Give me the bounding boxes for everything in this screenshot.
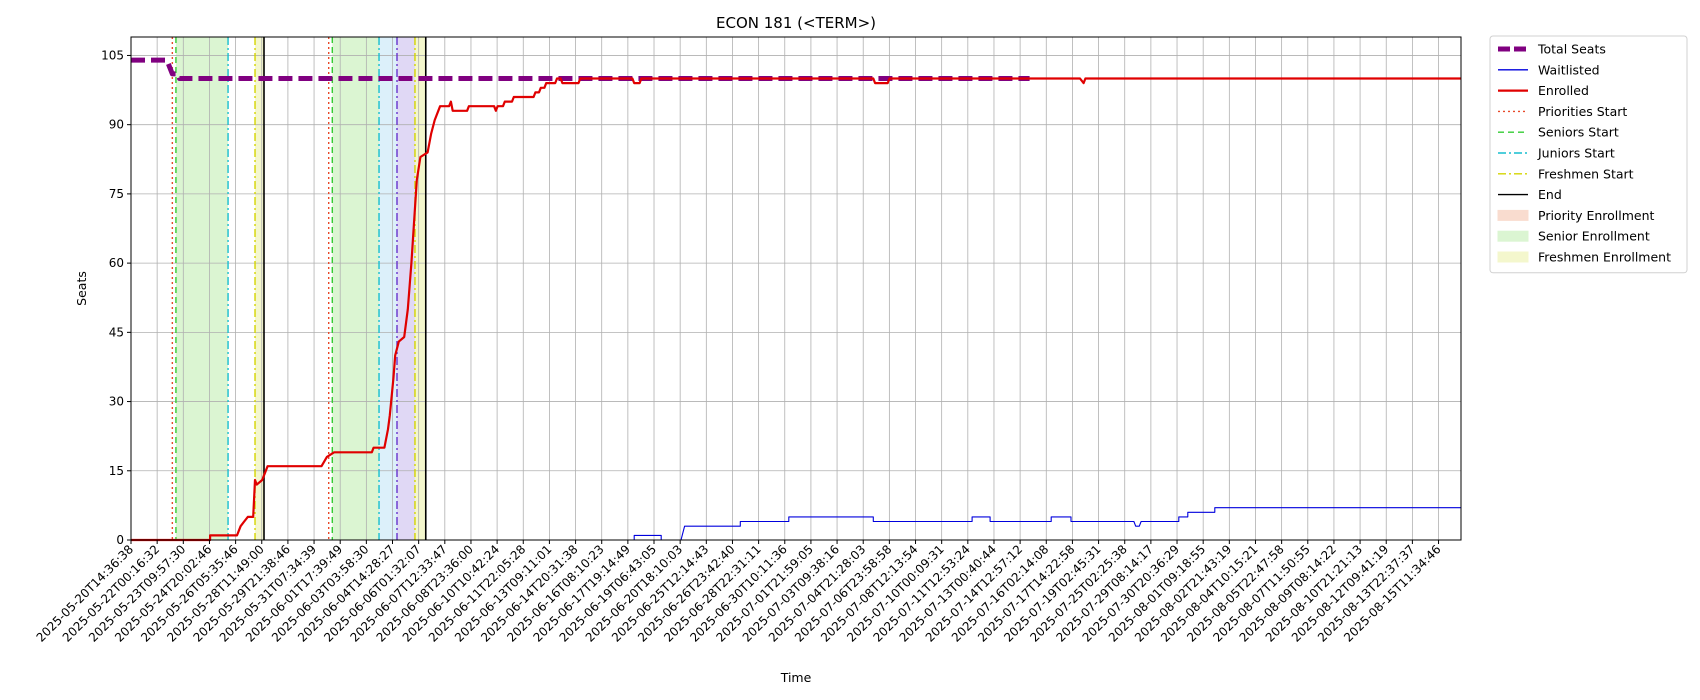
y-tick-label: 45 bbox=[109, 325, 124, 339]
legend-box bbox=[1489, 35, 1688, 274]
y-tick-label: 90 bbox=[109, 118, 124, 132]
y-tick-label: 0 bbox=[116, 533, 124, 547]
series-waitlisted bbox=[131, 507, 1461, 541]
legend-label: End bbox=[1538, 187, 1562, 202]
enrollment-span bbox=[397, 37, 415, 540]
legend-label: Seniors Start bbox=[1538, 125, 1619, 140]
enrollment-span bbox=[175, 37, 229, 540]
legend-label: Juniors Start bbox=[1537, 146, 1615, 161]
y-tick-label: 60 bbox=[109, 256, 124, 270]
x-axis-label: Time bbox=[780, 670, 812, 685]
legend-label: Waitlisted bbox=[1538, 62, 1600, 77]
chart-title: ECON 181 (<TERM>) bbox=[716, 14, 876, 32]
plot-frame bbox=[130, 36, 1462, 541]
legend-label: Total Seats bbox=[1537, 42, 1606, 57]
series-enrolled bbox=[131, 77, 1461, 542]
legend-label: Priorities Start bbox=[1538, 104, 1627, 119]
legend: Total Seats Waitlisted Enrolled Priorities … bbox=[1489, 35, 1688, 274]
enrollment-span bbox=[332, 37, 380, 540]
legend-label: Priority Enrollment bbox=[1538, 208, 1655, 223]
series-total-seats bbox=[131, 57, 1030, 81]
legend-label: Freshmen Start bbox=[1538, 166, 1634, 181]
legend-label: Senior Enrollment bbox=[1538, 229, 1650, 244]
y-axis-label: Seats bbox=[74, 271, 89, 306]
y-tick-label: 15 bbox=[109, 464, 124, 478]
y-tick-label: 30 bbox=[109, 395, 124, 409]
legend-swatch bbox=[1497, 230, 1529, 242]
enrollment-span bbox=[414, 37, 426, 540]
y-tick-label: 105 bbox=[101, 48, 124, 62]
legend-swatch bbox=[1497, 209, 1529, 221]
enrollment-span bbox=[379, 37, 397, 540]
legend-label: Freshmen Enrollment bbox=[1538, 250, 1671, 265]
legend-swatch bbox=[1497, 251, 1529, 263]
y-tick-label: 75 bbox=[109, 187, 124, 201]
legend-label: Enrolled bbox=[1538, 83, 1589, 98]
plot-area: 01530456075901052025-05-20T14:36:382025-… bbox=[34, 36, 1462, 645]
enrollment-span bbox=[255, 37, 264, 540]
